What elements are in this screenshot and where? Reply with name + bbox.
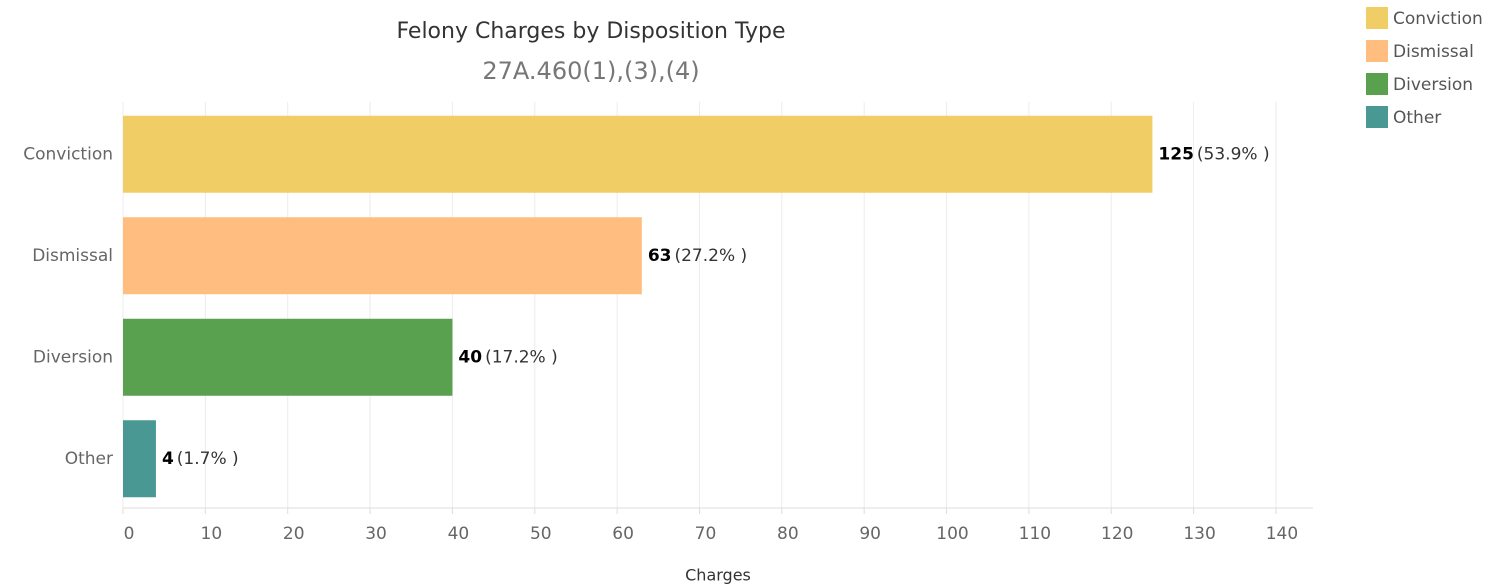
share-label: (53.9% ) xyxy=(1197,144,1270,164)
y-tick-label: Diversion xyxy=(33,347,113,367)
y-tick-label: Conviction xyxy=(23,144,113,164)
x-axis-label: Charges xyxy=(685,566,751,585)
legend-label: Conviction xyxy=(1393,9,1483,29)
share-label: (17.2% ) xyxy=(485,347,558,367)
x-tick-label: 100 xyxy=(936,524,968,544)
value-label: 125 xyxy=(1158,144,1194,164)
data-label: 125 (53.9% ) xyxy=(1158,144,1269,164)
x-tick-label: 30 xyxy=(365,524,387,544)
share-label: (27.2% ) xyxy=(674,246,747,266)
x-tick-label: 0 xyxy=(124,524,135,544)
data-label: 40 (17.2% ) xyxy=(458,347,557,367)
x-tick-label: 110 xyxy=(1019,524,1051,544)
x-tick-label: 20 xyxy=(283,524,305,544)
legend-label: Dismissal xyxy=(1393,42,1474,62)
x-tick-label: 140 xyxy=(1266,524,1298,544)
x-tick-label: 40 xyxy=(448,524,470,544)
x-tick-label: 10 xyxy=(201,524,223,544)
x-tick-label: 50 xyxy=(530,524,552,544)
bar xyxy=(123,115,1153,193)
bar xyxy=(123,420,156,498)
x-tick-label: 60 xyxy=(612,524,634,544)
data-label: 4 (1.7% ) xyxy=(162,449,239,469)
legend-swatch xyxy=(1366,106,1388,128)
legend-label: Other xyxy=(1393,108,1441,128)
legend-swatch xyxy=(1366,73,1388,95)
x-tick-label: 80 xyxy=(777,524,799,544)
legend-swatch xyxy=(1366,7,1388,29)
data-label: 63 (27.2% ) xyxy=(648,246,747,266)
value-label: 40 xyxy=(458,347,482,367)
chart-title: Felony Charges by Disposition Type xyxy=(396,19,785,44)
share-label: (1.7% ) xyxy=(177,449,239,469)
x-tick-label: 130 xyxy=(1183,524,1215,544)
chart-subtitle: 27A.460(1),(3),(4) xyxy=(482,57,699,85)
value-label: 4 xyxy=(162,449,174,469)
y-tick-label: Other xyxy=(65,449,113,469)
x-tick-label: 70 xyxy=(695,524,717,544)
bar xyxy=(123,217,642,295)
x-tick-label: 90 xyxy=(859,524,881,544)
legend-swatch xyxy=(1366,40,1388,62)
y-tick-label: Dismissal xyxy=(32,246,113,266)
legend-label: Diversion xyxy=(1393,75,1473,95)
value-label: 63 xyxy=(648,246,672,266)
x-tick-label: 120 xyxy=(1101,524,1133,544)
bar xyxy=(123,318,453,396)
